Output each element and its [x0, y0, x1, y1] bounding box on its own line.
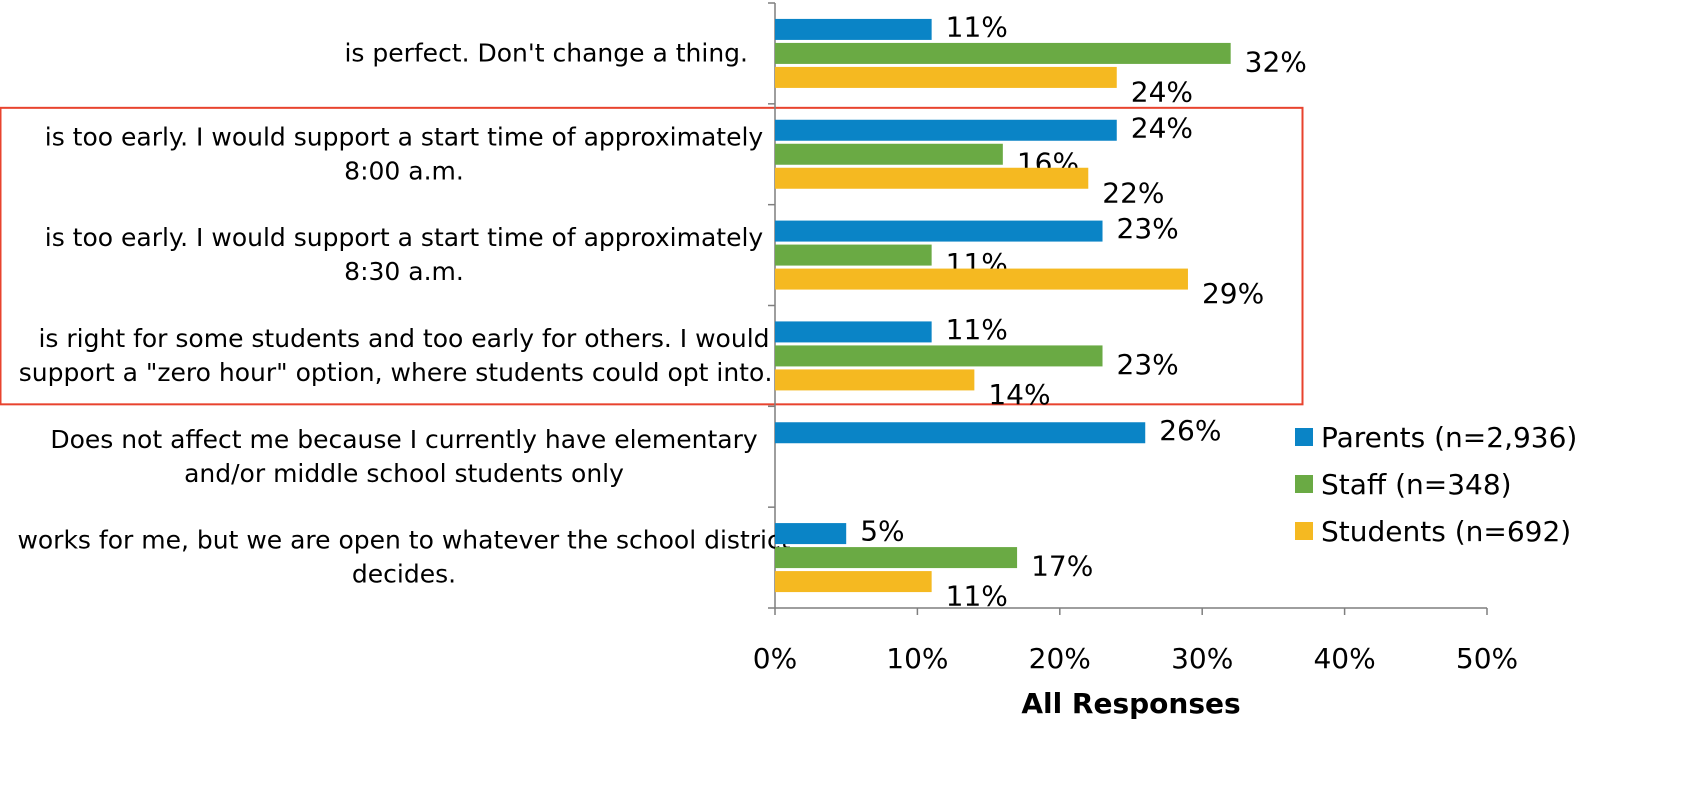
x-tick-label: 30%: [1171, 642, 1233, 675]
x-tick-label: 0%: [753, 642, 797, 675]
data-label: 24%: [1131, 111, 1193, 144]
data-label: 23%: [1117, 212, 1179, 245]
legend-label: Staff (n=348): [1321, 468, 1512, 501]
bar: [775, 66, 1117, 88]
x-tick-label: 50%: [1456, 642, 1518, 675]
category-label: support a "zero hour" option, where stud…: [19, 358, 790, 387]
bar: [775, 167, 1089, 189]
category-label: 8:30 a.m.: [344, 257, 464, 286]
bar: [775, 119, 1117, 141]
data-label: 32%: [1245, 45, 1307, 78]
category-label: is too early. I would support a start ti…: [45, 122, 764, 151]
category-label: 8:00 a.m.: [344, 156, 464, 185]
data-label: 26%: [1159, 414, 1221, 447]
data-label: 23%: [1117, 348, 1179, 381]
data-label: 24%: [1131, 75, 1193, 108]
category-label: decides.: [352, 560, 456, 589]
legend-label: Parents (n=2,936): [1321, 421, 1577, 454]
x-tick-label: 20%: [1029, 642, 1091, 675]
data-label: 17%: [1031, 550, 1093, 583]
bar: [775, 18, 932, 40]
bar: [775, 422, 1146, 444]
bar: [775, 571, 932, 593]
bar: [775, 345, 1103, 367]
data-label: 14%: [988, 378, 1050, 411]
category-label: Does not affect me because I currently h…: [50, 425, 758, 454]
data-label: 11%: [946, 313, 1008, 346]
data-label: 11%: [946, 580, 1008, 613]
bar: [775, 321, 932, 343]
bar: [775, 369, 975, 391]
bar: [775, 268, 1188, 290]
data-label: 29%: [1202, 277, 1264, 310]
bar: [775, 547, 1018, 569]
bar: [775, 42, 1231, 64]
legend-swatch: [1295, 428, 1313, 446]
data-label: 22%: [1102, 176, 1164, 209]
bar: [775, 244, 932, 266]
bar: [775, 220, 1103, 242]
legend-label: Students (n=692): [1321, 515, 1571, 548]
data-label: 11%: [946, 10, 1008, 43]
legend-swatch: [1295, 475, 1313, 493]
legend-swatch: [1295, 522, 1313, 540]
category-label: works for me, but we are open to whateve…: [17, 526, 790, 555]
data-label: 5%: [860, 515, 904, 548]
x-tick-label: 10%: [886, 642, 948, 675]
x-axis-title: All Responses: [1021, 687, 1240, 720]
category-label: and/or middle school students only: [184, 459, 624, 488]
bar: [775, 523, 847, 545]
category-label: is too early. I would support a start ti…: [45, 223, 764, 252]
highlight-box: [0, 106, 1304, 406]
x-tick-label: 40%: [1313, 642, 1375, 675]
category-label: is right for some students and too early…: [38, 324, 769, 353]
bar: [775, 143, 1003, 165]
category-label: is perfect. Don't change a thing.: [344, 38, 748, 67]
